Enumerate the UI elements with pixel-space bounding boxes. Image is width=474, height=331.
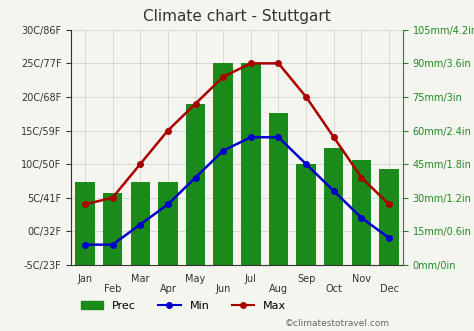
Min <box>82 243 88 247</box>
Text: May: May <box>185 273 206 284</box>
Text: Nov: Nov <box>352 273 371 284</box>
Max <box>165 128 171 132</box>
Bar <box>379 168 399 265</box>
Max <box>192 102 198 106</box>
Bar <box>158 182 178 265</box>
Line: Max: Max <box>82 61 392 207</box>
Bar <box>324 148 344 265</box>
Min <box>358 216 364 220</box>
Bar <box>75 182 95 265</box>
Text: ©climatestotravel.com: ©climatestotravel.com <box>284 319 390 328</box>
Max <box>248 61 254 65</box>
Max <box>82 202 88 206</box>
Bar <box>352 160 371 265</box>
Text: Jun: Jun <box>216 284 231 294</box>
Max <box>303 95 309 99</box>
Bar <box>269 113 288 265</box>
Text: Sep: Sep <box>297 273 315 284</box>
Bar <box>130 182 150 265</box>
Min <box>303 162 309 166</box>
Text: Mar: Mar <box>131 273 149 284</box>
Text: Aug: Aug <box>269 284 288 294</box>
Min <box>248 135 254 139</box>
Legend: Prec, Min, Max: Prec, Min, Max <box>77 297 290 316</box>
Bar <box>186 104 205 265</box>
Text: Jul: Jul <box>245 273 257 284</box>
Min <box>220 149 226 153</box>
Min <box>165 202 171 206</box>
Min <box>192 175 198 179</box>
Max <box>386 202 392 206</box>
Max <box>137 162 143 166</box>
Text: Oct: Oct <box>325 284 342 294</box>
Title: Climate chart - Stuttgart: Climate chart - Stuttgart <box>143 10 331 24</box>
Line: Min: Min <box>82 134 392 248</box>
Min <box>331 189 337 193</box>
Min <box>137 222 143 226</box>
Bar <box>241 63 261 265</box>
Max <box>358 175 364 179</box>
Max <box>275 61 281 65</box>
Text: Apr: Apr <box>159 284 176 294</box>
Max <box>331 135 337 139</box>
Bar <box>103 193 122 265</box>
Min <box>109 243 115 247</box>
Max <box>109 196 115 200</box>
Bar <box>296 164 316 265</box>
Bar <box>213 63 233 265</box>
Min <box>386 236 392 240</box>
Min <box>275 135 281 139</box>
Text: Feb: Feb <box>104 284 121 294</box>
Text: Dec: Dec <box>380 284 399 294</box>
Text: Jan: Jan <box>77 273 92 284</box>
Max <box>220 75 226 79</box>
